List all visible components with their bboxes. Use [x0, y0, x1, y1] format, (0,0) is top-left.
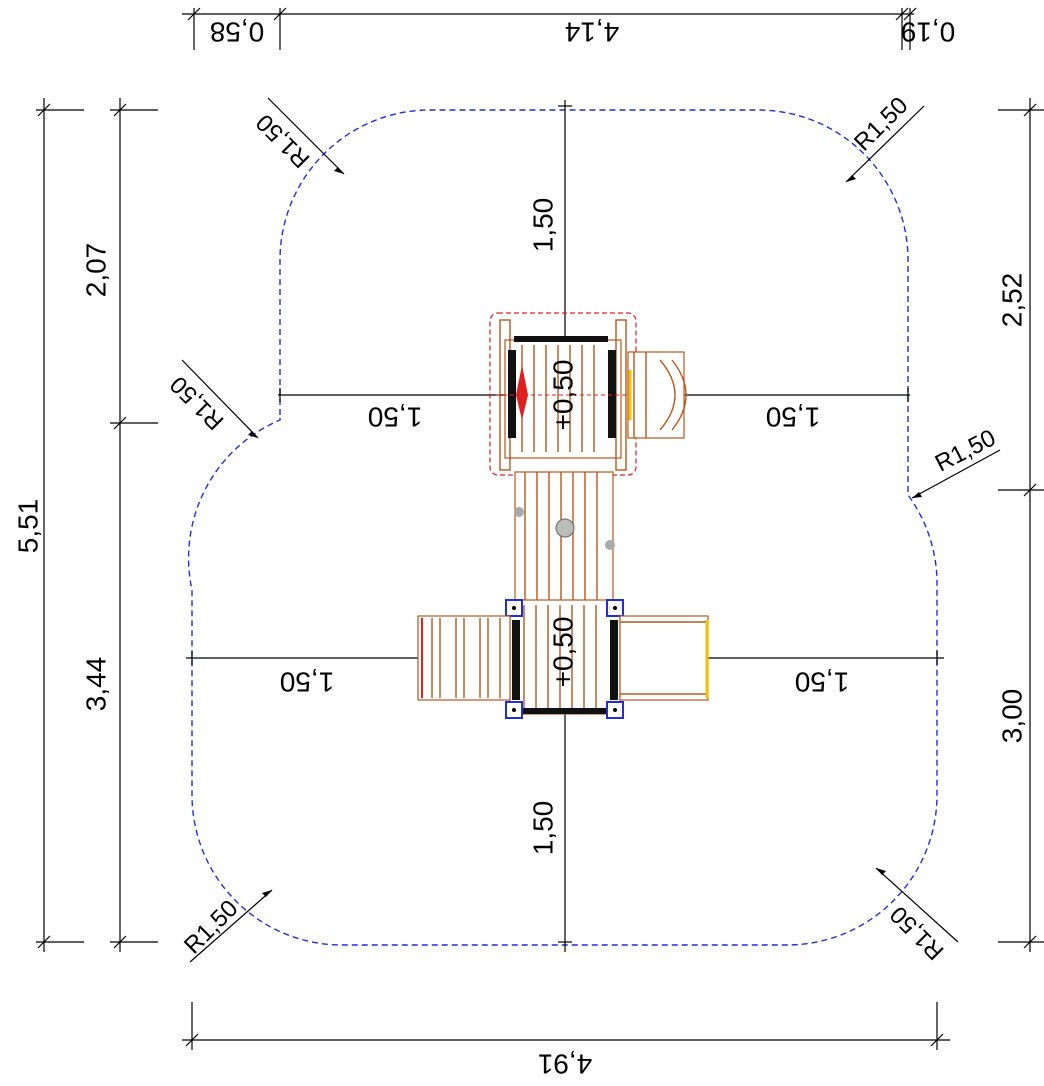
- right-dimension-lines: 2,52 3,00: [996, 98, 1044, 952]
- dim-upper-vertical-label: 1,50: [527, 198, 558, 253]
- safety-zone-boundary: [187, 109, 938, 946]
- radius-mid-left-label: R1,50: [165, 371, 229, 435]
- radius-top-left-label: R1,50: [251, 109, 315, 173]
- lower-tower: +0,50: [417, 599, 709, 719]
- dim-bottom-total-label: 4,91: [538, 1049, 593, 1080]
- radius-bottom-left-label: R1,50: [179, 895, 243, 959]
- red-steering-wheel: [516, 365, 528, 420]
- bottom-dimension-line: 4,91: [182, 1002, 950, 1080]
- lower-deck-boards: [523, 605, 597, 710]
- dim-upper-left-offset-label: 1,50: [368, 402, 423, 433]
- lower-slide: [619, 615, 709, 701]
- dim-top-left-label: 0,58: [210, 17, 265, 48]
- radius-mid-right-label: R1,50: [931, 424, 1000, 477]
- dim-lower-left-offset-label: 1,50: [280, 667, 335, 698]
- dim-left-upper-label: 2,07: [80, 243, 111, 298]
- radius-top-right-label: R1,50: [849, 92, 913, 156]
- dim-left-lower-label: 3,44: [80, 657, 111, 712]
- dim-lower-right-offset-label: 1,50: [795, 667, 850, 698]
- bridge-center-fixture: [555, 518, 575, 538]
- dim-left-total-label: 5,51: [12, 499, 43, 554]
- dim-right-lower-label: 3,00: [996, 689, 1027, 744]
- upper-tower-red-outline: [489, 312, 637, 476]
- dim-lower-vertical-label: 1,50: [527, 801, 558, 856]
- lower-platform-height-label: +0,50: [547, 617, 578, 688]
- upper-climbing-net: [627, 351, 687, 439]
- upper-tower: +0,50: [489, 312, 687, 476]
- radius-bottom-right-label: R1,50: [885, 901, 949, 965]
- dim-top-middle-label: 4,14: [565, 17, 620, 48]
- upper-platform-height-label: +0,50: [547, 360, 578, 431]
- dim-top-right-label: 0,19: [901, 17, 956, 48]
- left-dimension-lines: 5,51 2,07 3,44: [12, 98, 158, 952]
- dim-right-upper-label: 2,52: [996, 273, 1027, 328]
- top-dimension-line: 0,58 4,14 0,19: [182, 7, 956, 50]
- internal-dimensions: 1,50 1,50 1,50 1,50 1,50 1,50: [186, 100, 944, 952]
- bridge: [514, 471, 615, 603]
- lower-ladder: [417, 615, 511, 701]
- dim-upper-right-offset-label: 1,50: [766, 402, 821, 433]
